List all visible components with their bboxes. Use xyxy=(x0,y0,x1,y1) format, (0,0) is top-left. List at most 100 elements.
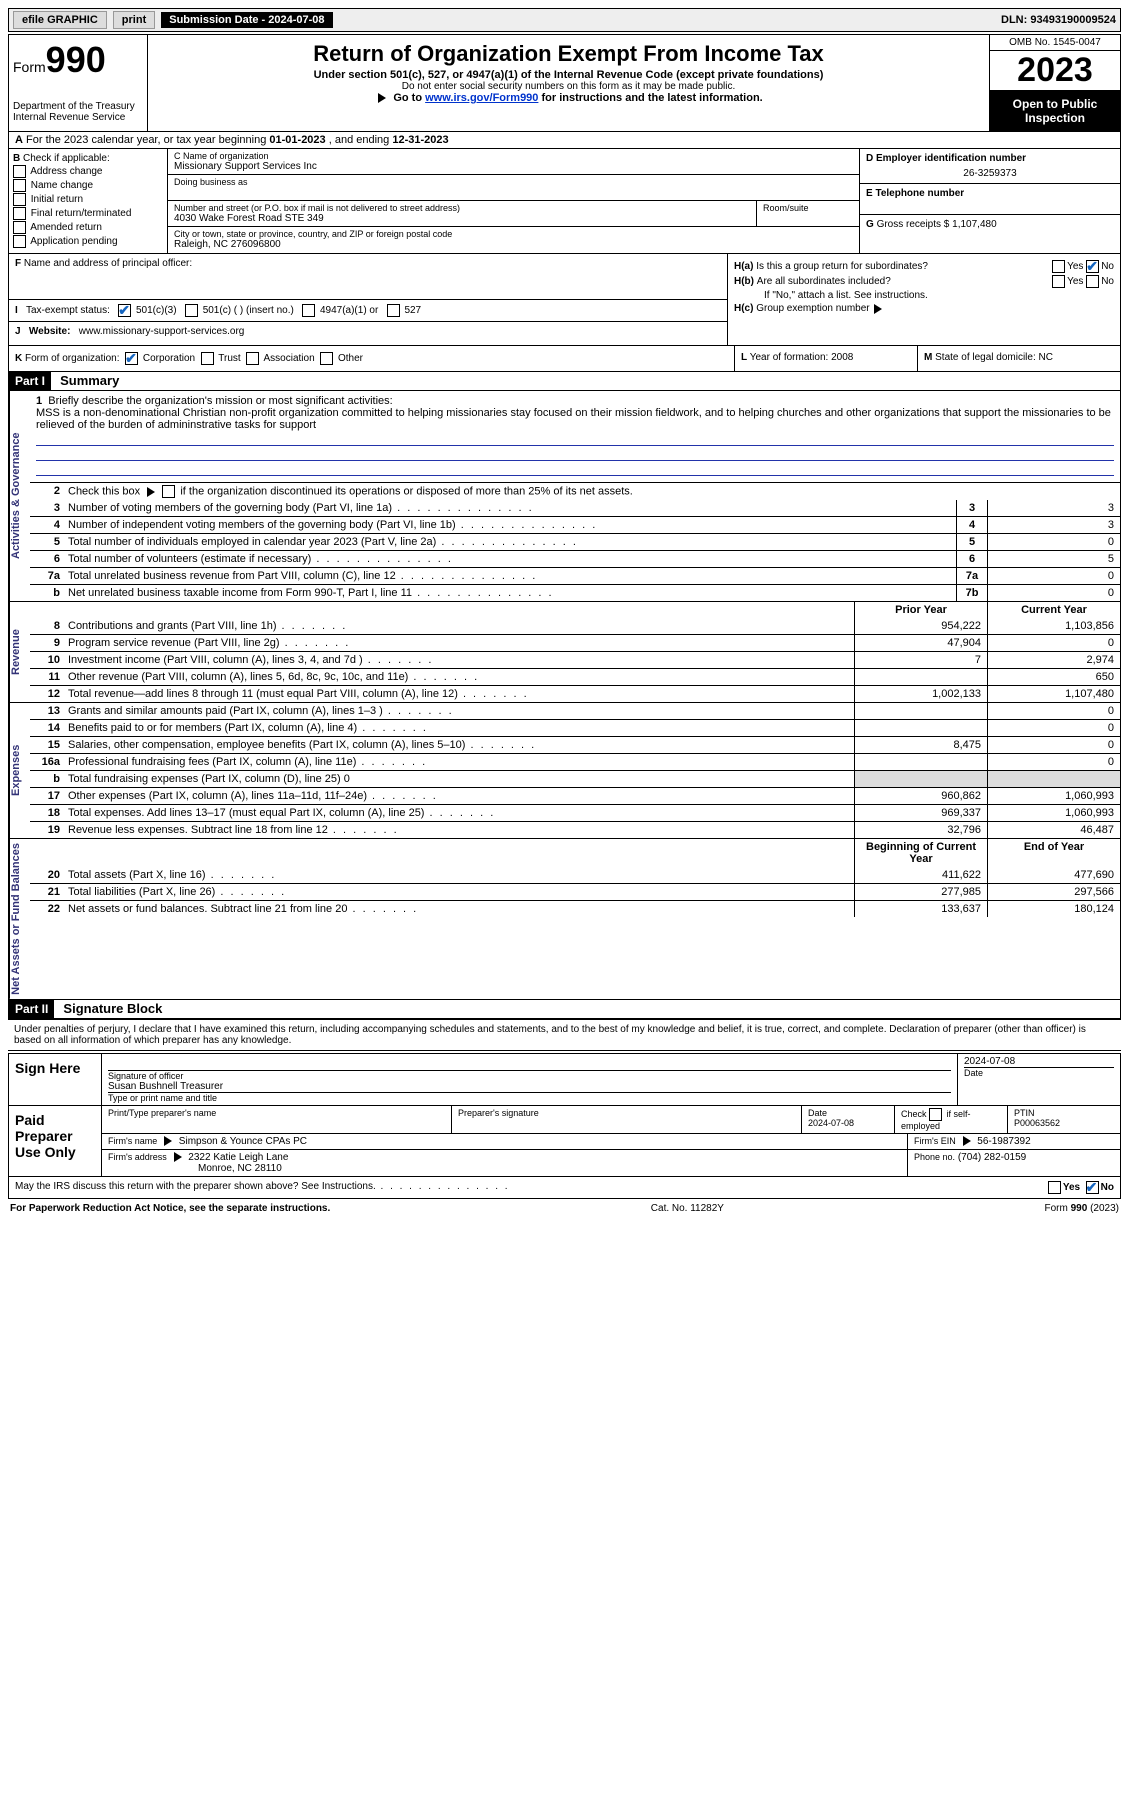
efile-button[interactable]: efile GRAPHIC xyxy=(13,11,107,29)
gov-row-4: 4Number of independent voting members of… xyxy=(30,516,1120,533)
arrow-icon-4 xyxy=(164,1136,172,1146)
colb-checkbox-5[interactable] xyxy=(13,235,26,248)
public-inspection: Open to Public Inspection xyxy=(990,91,1120,131)
subtitle-2: Do not enter social security numbers on … xyxy=(154,81,983,92)
form-container: Form990 Department of the Treasury Inter… xyxy=(8,34,1121,1020)
row-val: 3 xyxy=(987,517,1120,533)
checkbox-corp[interactable] xyxy=(125,352,138,365)
discuss-no-checkbox[interactable] xyxy=(1086,1181,1099,1194)
line-20: 20Total assets (Part X, line 16)411,6224… xyxy=(30,867,1120,883)
firm-ein-label: Firm's EIN xyxy=(914,1136,956,1146)
checkbox-501c[interactable] xyxy=(185,304,198,317)
checkbox-501c3[interactable] xyxy=(118,304,131,317)
colb-checkbox-0[interactable] xyxy=(13,165,26,178)
line-9: 9Program service revenue (Part VIII, lin… xyxy=(30,634,1120,651)
dept-label: Department of the Treasury xyxy=(13,101,143,112)
row-desc: Other revenue (Part VIII, column (A), li… xyxy=(64,669,854,685)
header-mid: Return of Organization Exempt From Incom… xyxy=(148,35,989,131)
prior-val: 8,475 xyxy=(854,737,987,753)
row-num: 5 xyxy=(30,534,64,550)
colb-item-4: Amended return xyxy=(13,221,163,234)
opt-501c: 501(c) ( ) (insert no.) xyxy=(203,305,294,316)
yes-label: Yes xyxy=(1067,261,1083,272)
check-label: Check xyxy=(901,1109,927,1119)
column-f: F Name and address of principal officer:… xyxy=(9,254,728,345)
state-domicile: NC xyxy=(1039,352,1053,363)
discuss-yes: Yes xyxy=(1063,1182,1080,1193)
part1-header: Part I xyxy=(9,372,51,390)
label-l: L xyxy=(741,352,747,363)
current-val: 1,060,993 xyxy=(987,805,1120,821)
colb-checkbox-2[interactable] xyxy=(13,193,26,206)
opt-corp: Corporation xyxy=(143,353,195,364)
colb-checkbox-3[interactable] xyxy=(13,207,26,220)
row-desc: Investment income (Part VIII, column (A)… xyxy=(64,652,854,668)
prior-val: 32,796 xyxy=(854,822,987,838)
ha-yes-checkbox[interactable] xyxy=(1052,260,1065,273)
prior-val: 1,002,133 xyxy=(854,686,987,702)
colb-checkbox-1[interactable] xyxy=(13,179,26,192)
city-label: City or town, state or province, country… xyxy=(174,229,853,239)
checkbox-other[interactable] xyxy=(320,352,333,365)
discuss-text: May the IRS discuss this return with the… xyxy=(15,1181,510,1194)
current-val: 1,103,856 xyxy=(987,618,1120,634)
row-box: 3 xyxy=(956,500,987,516)
tax-year-end: 12-31-2023 xyxy=(392,134,448,146)
gross-receipts-value: 1,107,480 xyxy=(952,219,997,230)
print-button[interactable]: print xyxy=(113,11,155,29)
firm-ein: 56-1987392 xyxy=(977,1136,1030,1147)
sig-officer-label: Signature of officer xyxy=(108,1070,951,1081)
checkbox-assoc[interactable] xyxy=(246,352,259,365)
gov-row-5: 5Total number of individuals employed in… xyxy=(30,533,1120,550)
hb-no-checkbox[interactable] xyxy=(1086,275,1099,288)
form-title: Return of Organization Exempt From Incom… xyxy=(154,41,983,67)
checkbox-4947[interactable] xyxy=(302,304,315,317)
ha-no-checkbox[interactable] xyxy=(1086,260,1099,273)
row-desc: Total unrelated business revenue from Pa… xyxy=(64,568,956,584)
colb-checkbox-4[interactable] xyxy=(13,221,26,234)
hb-yes-checkbox[interactable] xyxy=(1052,275,1065,288)
form-org-label: Form of organization: xyxy=(25,353,120,364)
line-22: 22Net assets or fund balances. Subtract … xyxy=(30,900,1120,917)
top-toolbar: efile GRAPHIC print Submission Date - 20… xyxy=(8,8,1121,32)
label-b: B xyxy=(13,153,20,164)
ein-label: D Employer identification number xyxy=(866,153,1026,164)
row-desc: Total number of volunteers (estimate if … xyxy=(64,551,956,567)
principal-officer-label: Name and address of principal officer: xyxy=(24,258,192,269)
sig-date: 2024-07-08 xyxy=(964,1056,1114,1067)
irs-label: Internal Revenue Service xyxy=(13,112,143,123)
type-name-label: Type or print name and title xyxy=(108,1092,951,1103)
line1-intro: Briefly describe the organization's miss… xyxy=(48,395,392,407)
discuss-yes-checkbox[interactable] xyxy=(1048,1181,1061,1194)
row-desc: Revenue less expenses. Subtract line 18 … xyxy=(64,822,854,838)
row-box: 4 xyxy=(956,517,987,533)
current-val: 0 xyxy=(987,720,1120,736)
col-b-intro: Check if applicable: xyxy=(23,153,110,164)
row-num: 10 xyxy=(30,652,64,668)
row-a-pre: For the 2023 calendar year, or tax year … xyxy=(26,134,269,146)
line1-num: 1 xyxy=(36,395,42,407)
line-14: 14Benefits paid to or for members (Part … xyxy=(30,719,1120,736)
line-19: 19Revenue less expenses. Subtract line 1… xyxy=(30,821,1120,838)
current-val: 46,487 xyxy=(987,822,1120,838)
ptin-value: P00063562 xyxy=(1014,1118,1060,1128)
checkbox-527[interactable] xyxy=(387,304,400,317)
year-formation-label: Year of formation: xyxy=(750,352,829,363)
side-revenue: Revenue xyxy=(9,602,30,702)
row-a-mid: , and ending xyxy=(326,134,393,146)
no-label: No xyxy=(1101,261,1114,272)
colb-item-3: Final return/terminated xyxy=(13,207,163,220)
row-desc: Program service revenue (Part VIII, line… xyxy=(64,635,854,651)
line-15: 15Salaries, other compensation, employee… xyxy=(30,736,1120,753)
checkbox-discontinued[interactable] xyxy=(162,485,175,498)
prior-val: 7 xyxy=(854,652,987,668)
no-label-2: No xyxy=(1101,276,1114,287)
tax-year: 2023 xyxy=(990,51,1120,91)
row-num: 8 xyxy=(30,618,64,634)
checkbox-trust[interactable] xyxy=(201,352,214,365)
irs-link[interactable]: www.irs.gov/Form990 xyxy=(425,92,538,104)
row-num: 20 xyxy=(30,867,64,883)
row-desc: Net unrelated business taxable income fr… xyxy=(64,585,956,601)
self-employed-checkbox[interactable] xyxy=(929,1108,942,1121)
row-desc: Total number of individuals employed in … xyxy=(64,534,956,550)
